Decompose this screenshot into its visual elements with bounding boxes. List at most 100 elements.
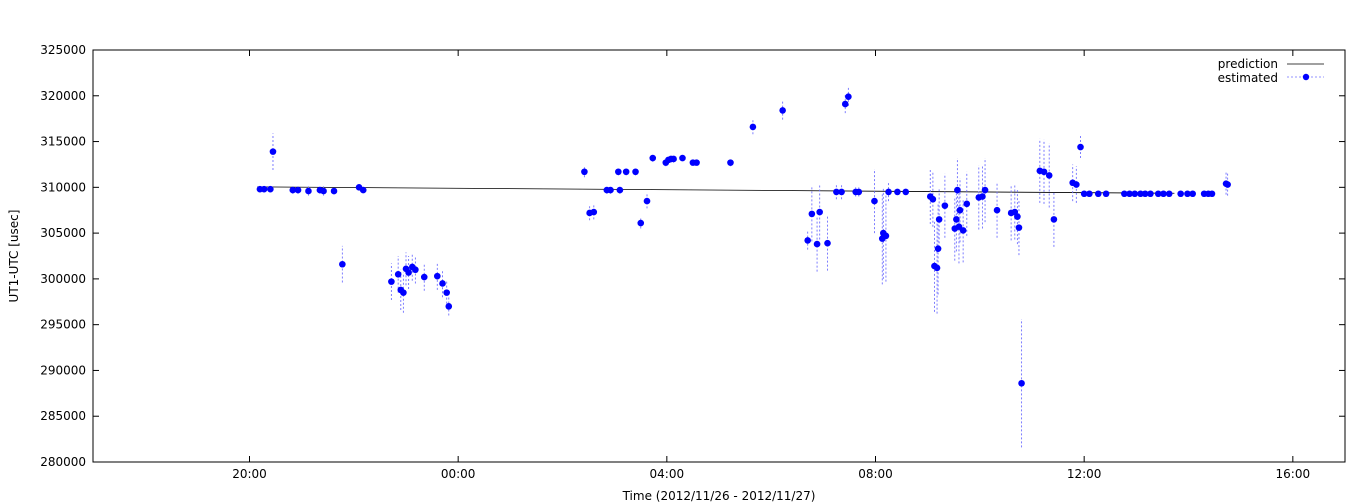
plot-frame [92,49,1346,463]
estimated-point [632,168,639,176]
estimated-point [679,154,686,162]
estimated-point [871,197,878,205]
estimated-point [1165,190,1173,198]
estimated-point [1080,190,1088,198]
y-tick-label: 310000 [40,180,86,194]
estimated-point [394,271,402,278]
estimated-point [929,195,937,203]
estimated-point [1147,190,1154,198]
estimated-point [1184,190,1191,198]
estimated-point [1126,190,1133,198]
estimated-point [804,237,811,244]
estimated-point [779,107,786,114]
estimated-point [339,260,346,268]
estimated-point [1094,190,1102,198]
estimated-point [1014,213,1021,220]
estimated-point [320,187,327,195]
estimated-point [959,227,967,234]
estimated-point [649,154,657,162]
estimated-point [269,148,277,155]
estimated-point [934,245,942,252]
estimated-point [1102,190,1110,198]
estimated-point [993,206,1001,214]
estimated-point [824,239,831,247]
legend-marker-estimated [1302,73,1310,81]
estimated-point [294,186,302,194]
estimated-point [267,185,274,193]
estimated-point [420,273,428,281]
estimated-point [845,93,852,100]
estimated-point [670,155,677,163]
estimated-point [1160,190,1167,198]
estimated-point [607,186,614,194]
estimated-point [963,200,971,208]
estimated-point [581,168,588,176]
estimated-point [590,208,598,216]
estimated-point [330,187,338,195]
x-tick-label: 08:00 [858,467,893,481]
estimated-point [445,303,453,310]
estimated-point [933,264,941,272]
estimated-point [1073,181,1080,188]
estimated-point [1141,190,1149,198]
estimated-point [400,289,407,296]
estimated-point [813,240,821,248]
estimated-point [1040,168,1048,176]
x-tick-label: 12:00 [1067,467,1102,481]
estimated-point [855,188,863,196]
y-tick-label: 325000 [40,43,86,57]
legend: prediction estimated [1218,57,1324,85]
estimated-point [412,266,419,274]
estimated-point [615,168,622,176]
x-tick-label: 16:00 [1276,467,1311,481]
y-tick-label: 305000 [40,226,86,240]
estimated-point [1224,181,1231,188]
y-tick-label: 320000 [40,89,86,103]
y-tick-label: 280000 [40,455,86,469]
estimated-point [693,159,700,166]
estimated-point [727,159,734,166]
estimated-point [1050,216,1058,223]
estimated-point [1086,190,1093,198]
x-tick-label: 00:00 [441,467,476,481]
y-tick-label: 295000 [40,318,86,332]
x-tick-label: 04:00 [650,467,685,481]
estimated-point [981,186,989,194]
y-tick-label: 290000 [40,363,86,377]
estimated-point [841,100,849,108]
y-tick-label: 300000 [40,272,86,286]
estimated-point [953,216,960,223]
estimated-point [838,188,845,196]
estimated-point [979,193,986,200]
estimated-point [1018,379,1025,387]
estimated-point [816,208,823,216]
estimated-point [1154,190,1162,198]
estimated-point [902,188,910,196]
estimated-point [749,123,757,131]
estimated-point [439,280,446,287]
estimated-point [808,210,816,218]
y-tick-label: 285000 [40,409,86,423]
estimated-point [1045,172,1053,179]
estimated-point [1131,190,1139,198]
estimated-point [643,197,651,205]
estimated-point [289,186,297,194]
prediction-line [257,186,1175,194]
estimated-point [941,202,949,209]
x-tick-label: 20:00 [232,467,267,481]
estimated-point [405,269,412,276]
estimated-point [1189,190,1196,198]
y-axis-title: UT1-UTC [usec] [7,210,21,303]
estimated-point [616,186,624,194]
estimated-point [882,232,890,240]
estimated-point [388,278,395,285]
estimated-point [956,206,964,214]
estimated-point [622,168,630,176]
estimated-point [305,187,312,195]
estimated-point [637,219,645,227]
estimated-point [359,186,367,194]
x-axis-title: Time (2012/11/26 - 2012/11/27) [622,489,816,503]
estimated-point [954,186,961,194]
estimated-point [1137,190,1144,198]
